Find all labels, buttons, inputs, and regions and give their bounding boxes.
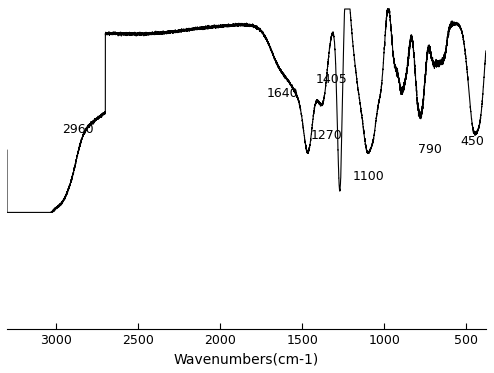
Text: 1270: 1270 (311, 129, 342, 142)
Text: 1640: 1640 (267, 87, 298, 100)
Text: 450: 450 (460, 135, 484, 148)
Text: 790: 790 (418, 143, 442, 156)
X-axis label: Wavenumbers(cm-1): Wavenumbers(cm-1) (174, 352, 319, 366)
Text: 1405: 1405 (316, 73, 348, 86)
Text: 2960: 2960 (62, 123, 93, 136)
Text: 1100: 1100 (353, 170, 384, 184)
